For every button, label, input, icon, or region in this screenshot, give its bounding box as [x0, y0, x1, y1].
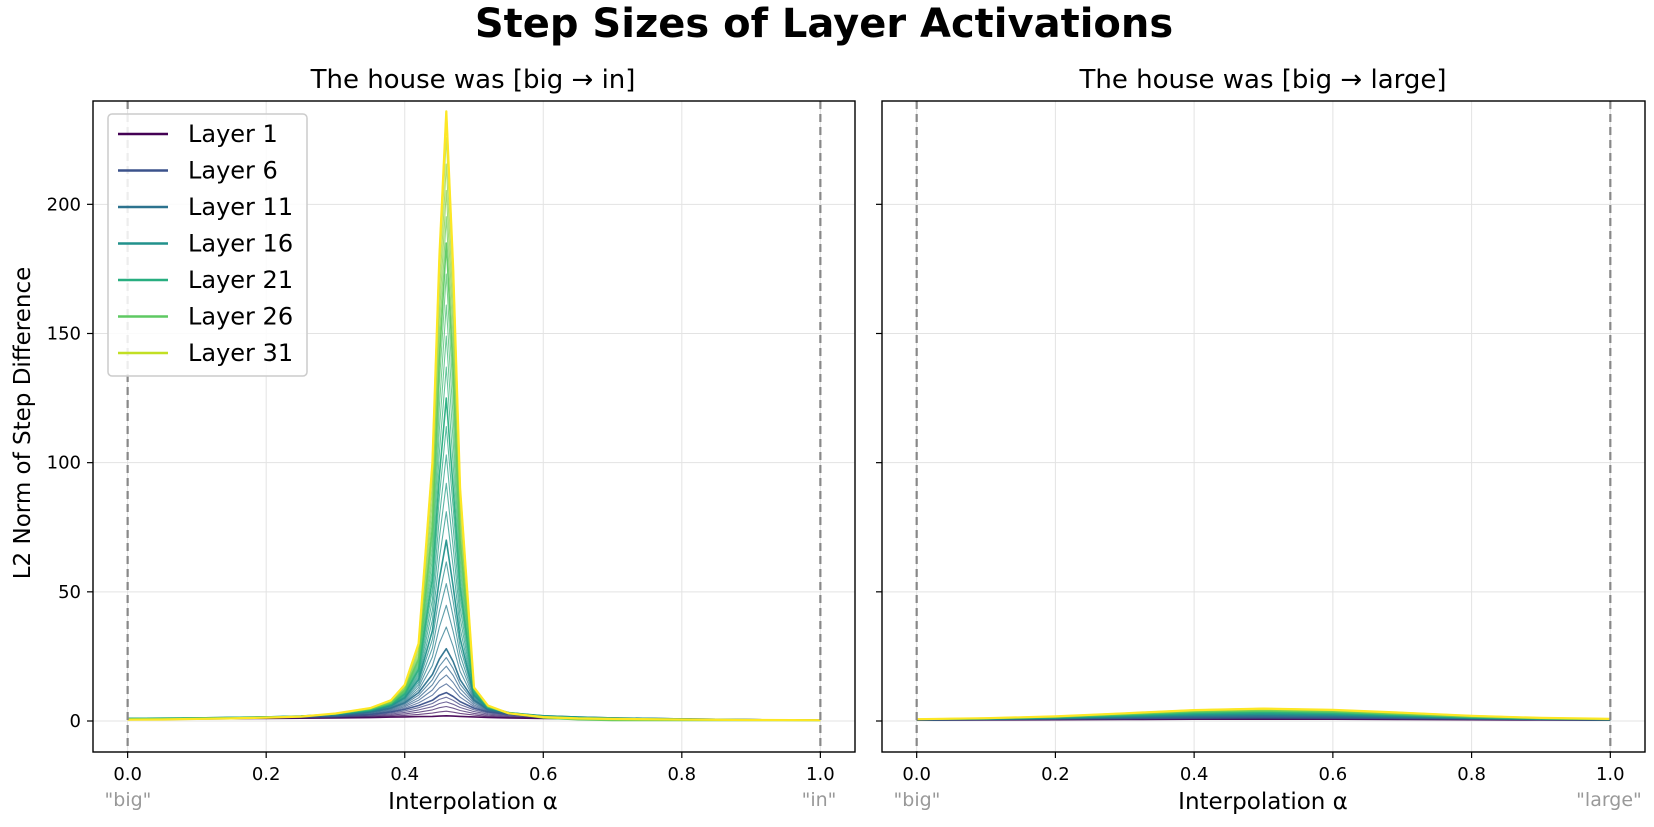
series-line-top-layer — [127, 110, 821, 722]
x-tick-label: 0.8 — [1457, 764, 1486, 785]
series-group — [127, 110, 821, 722]
legend-entry: Layer 21 — [188, 266, 293, 294]
series-line-layer-15 — [127, 561, 821, 721]
series-line-top-layer — [916, 707, 1611, 721]
legend: Layer 1 Layer 6 Layer 11 Layer 16 Layer 21 La… — [107, 113, 308, 377]
legend-entry: Layer 6 — [188, 157, 278, 185]
x-tick-label: 0.2 — [1041, 764, 1070, 785]
plot-area-left: 0.0 0.2 0.4 0.6 0.8 1.0 0 50 100 150 200 — [47, 100, 856, 785]
legend-entry: Layer 26 — [188, 303, 293, 331]
x-tick-label: 0.0 — [113, 764, 142, 785]
endpoint-label-start-left: "big" — [105, 789, 152, 811]
y-axis-label: L2 Norm of Step Difference — [10, 267, 36, 580]
figure-title: Step Sizes of Layer Activations — [475, 1, 1173, 47]
series-group — [916, 707, 1611, 721]
panel-left: The house was [big → in] 0.0 0.2 0.4 0.6 0.8… — [47, 65, 856, 815]
axes-frame — [881, 100, 1646, 753]
endpoint-label-end-right: "large" — [1576, 789, 1642, 811]
panel-right-title: The house was [big → large] — [1078, 65, 1446, 95]
series-line-layer-22 — [127, 366, 821, 722]
endpoint-label-start-right: "big" — [894, 789, 941, 811]
x-tick-label: 0.8 — [667, 764, 696, 785]
axes-frame — [92, 100, 856, 753]
legend-entry: Layer 16 — [188, 230, 293, 258]
plot-area-right: 0.0 0.2 0.4 0.6 0.8 1.0 — [876, 100, 1646, 785]
legend-entry: Layer 31 — [188, 339, 293, 367]
x-tick-label: 0.4 — [390, 764, 419, 785]
x-axis-label-right: Interpolation α — [1178, 789, 1348, 815]
endpoint-label-end-left: "in" — [802, 789, 837, 811]
legend-entry: Layer 11 — [188, 193, 293, 221]
x-tick-label: 0.6 — [1319, 764, 1348, 785]
x-axis-label-left: Interpolation α — [388, 789, 558, 815]
x-tick-label: 1.0 — [806, 764, 835, 785]
y-tick-label: 100 — [47, 453, 81, 474]
x-tick-label: 0.0 — [902, 764, 931, 785]
panel-right: The house was [big → large] 0.0 0.2 0.4 0.6… — [876, 65, 1646, 815]
panel-left-title: The house was [big → in] — [310, 65, 636, 95]
y-tick-label: 200 — [47, 194, 81, 215]
x-tick-label: 0.6 — [529, 764, 558, 785]
series-line-layer-23 — [127, 335, 821, 722]
x-tick-label: 0.4 — [1180, 764, 1209, 785]
x-tick-label: 1.0 — [1596, 764, 1625, 785]
x-tick-label: 0.2 — [252, 764, 281, 785]
y-tick-label: 0 — [70, 711, 81, 732]
legend-entry: Layer 1 — [188, 120, 278, 148]
legend-box — [107, 113, 308, 377]
y-tick-label: 50 — [58, 582, 81, 603]
y-tick-label: 150 — [47, 324, 81, 345]
